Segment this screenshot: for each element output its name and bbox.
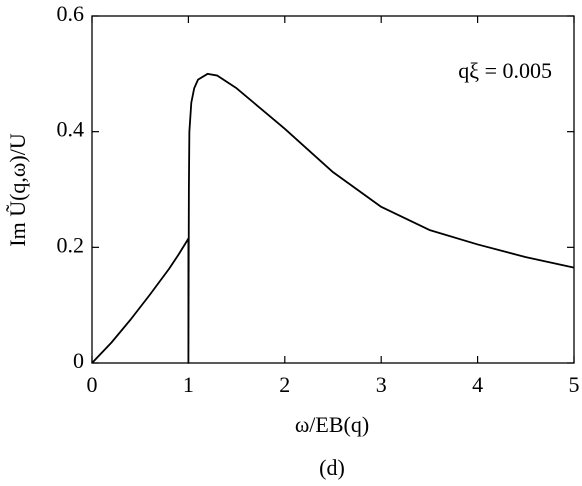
- x-tick-label: 1: [183, 372, 194, 397]
- x-tick-label: 4: [472, 372, 483, 397]
- x-axis-label: ω/EB(q): [295, 412, 369, 437]
- plot-frame: [91, 15, 575, 364]
- y-tick-label: 0.2: [57, 232, 85, 257]
- y-tick-label: 0.6: [57, 1, 85, 26]
- y-axis-label: Im Ũ(q,ω)/U: [5, 133, 30, 247]
- caption: (d): [319, 455, 345, 480]
- x-tick-label: 5: [569, 372, 580, 397]
- annotation: qξ = 0.005: [458, 58, 552, 83]
- y-tick-label: 0: [73, 348, 84, 373]
- x-tick-label: 0: [87, 372, 98, 397]
- data-line: [91, 72, 575, 364]
- y-tick-label: 0.4: [57, 117, 85, 142]
- x-tick-label: 3: [376, 372, 387, 397]
- x-tick-label: 2: [279, 372, 290, 397]
